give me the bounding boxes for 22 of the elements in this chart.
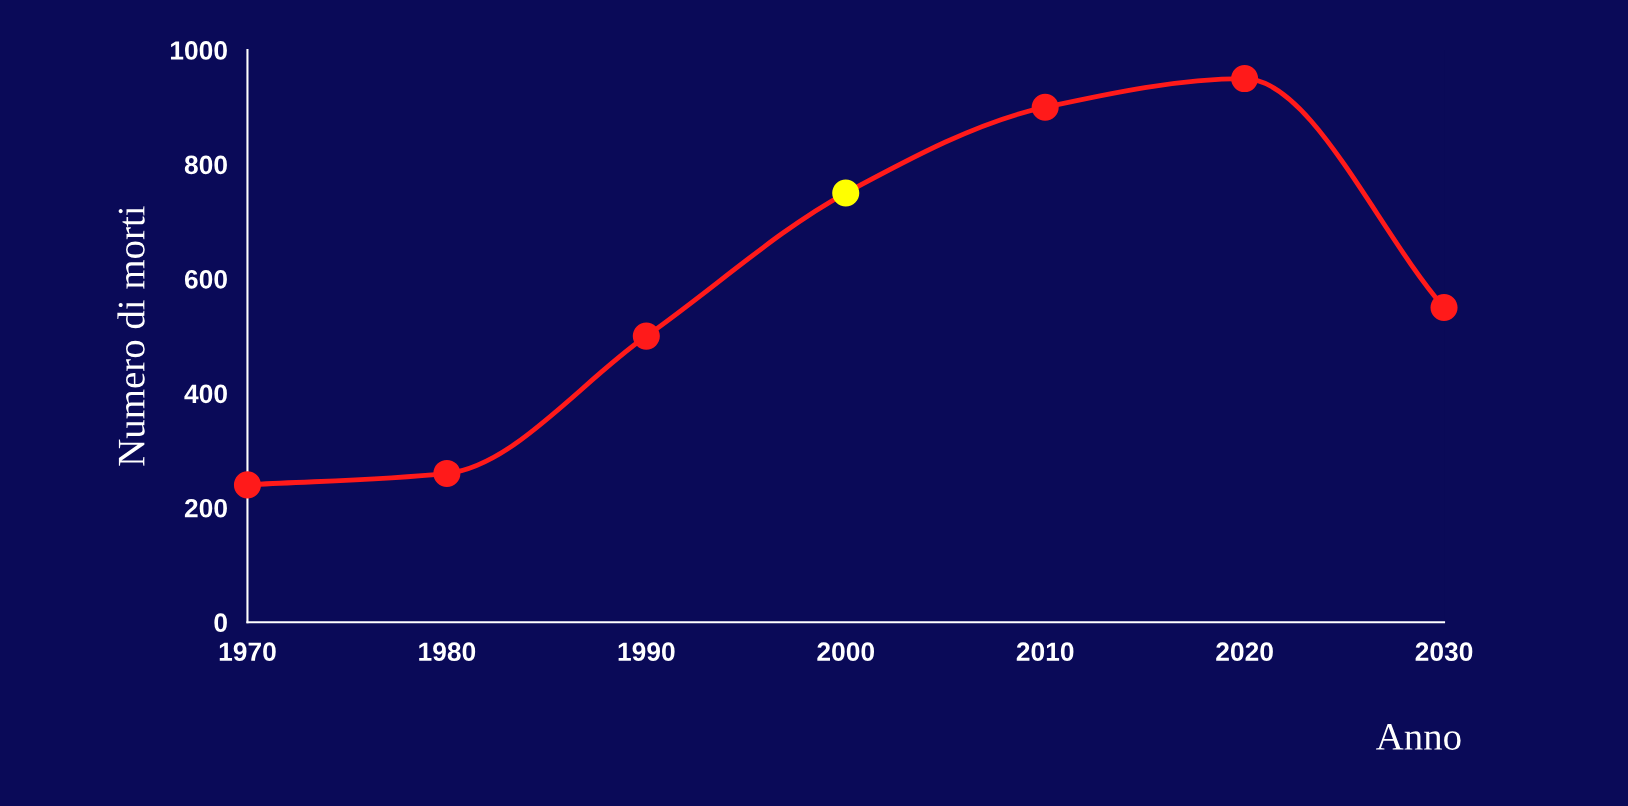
point	[233, 471, 261, 499]
x-axis-title: Anno	[1376, 723, 1461, 750]
point	[832, 179, 860, 207]
x-tick-label: 2030	[1415, 642, 1473, 662]
y-tick-label: 200	[184, 498, 227, 518]
y-axis-title: Numero di morti	[117, 206, 145, 466]
x-tick-label: 1970	[219, 642, 276, 662]
y-tick-label: 1000	[170, 41, 227, 60]
point	[433, 459, 461, 487]
point	[632, 322, 660, 350]
x-tick-label: 2000	[817, 642, 875, 662]
x-tick-label: 2020	[1216, 642, 1273, 662]
x-tick-label: 1990	[618, 642, 675, 662]
point	[1031, 93, 1059, 121]
x-tick-label: 1980	[419, 642, 476, 662]
point	[1231, 65, 1259, 93]
x-tick-label: 2010	[1016, 642, 1074, 662]
point	[1430, 293, 1458, 322]
y-tick-label: 800	[184, 155, 227, 175]
y-tick-label: 400	[184, 384, 227, 404]
y-tick-label: 0	[214, 613, 227, 633]
y-tick-label: 600	[184, 270, 227, 289]
